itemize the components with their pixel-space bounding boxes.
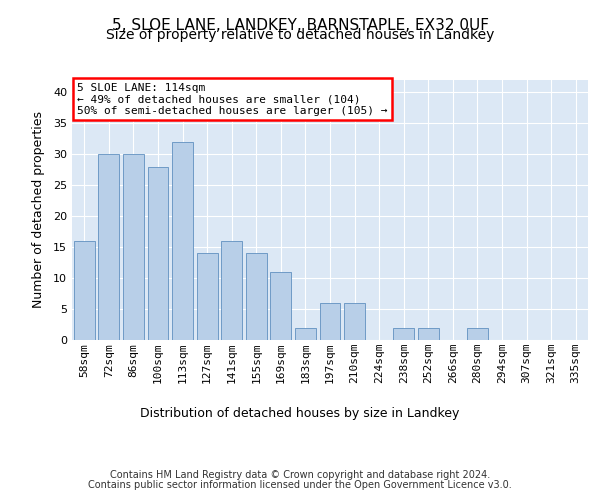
Bar [320,303,340,340]
Bar [74,241,95,340]
Text: 5, SLOE LANE, LANDKEY, BARNSTAPLE, EX32 0UF: 5, SLOE LANE, LANDKEY, BARNSTAPLE, EX32 … [112,18,488,32]
Y-axis label: Number of detached properties: Number of detached properties [32,112,44,308]
Bar [172,142,193,340]
Text: 5 SLOE LANE: 114sqm
← 49% of detached houses are smaller (104)
50% of semi-detac: 5 SLOE LANE: 114sqm ← 49% of detached ho… [77,82,388,116]
Bar [467,328,488,340]
Text: Contains public sector information licensed under the Open Government Licence v3: Contains public sector information licen… [88,480,512,490]
Bar [98,154,119,340]
Bar [221,241,242,340]
Bar [295,328,316,340]
Bar [197,254,218,340]
Text: Size of property relative to detached houses in Landkey: Size of property relative to detached ho… [106,28,494,42]
Bar [271,272,292,340]
Bar [148,166,169,340]
Bar [393,328,414,340]
Bar [418,328,439,340]
Bar [246,254,267,340]
Bar [123,154,144,340]
Bar [344,303,365,340]
Text: Contains HM Land Registry data © Crown copyright and database right 2024.: Contains HM Land Registry data © Crown c… [110,470,490,480]
Text: Distribution of detached houses by size in Landkey: Distribution of detached houses by size … [140,408,460,420]
